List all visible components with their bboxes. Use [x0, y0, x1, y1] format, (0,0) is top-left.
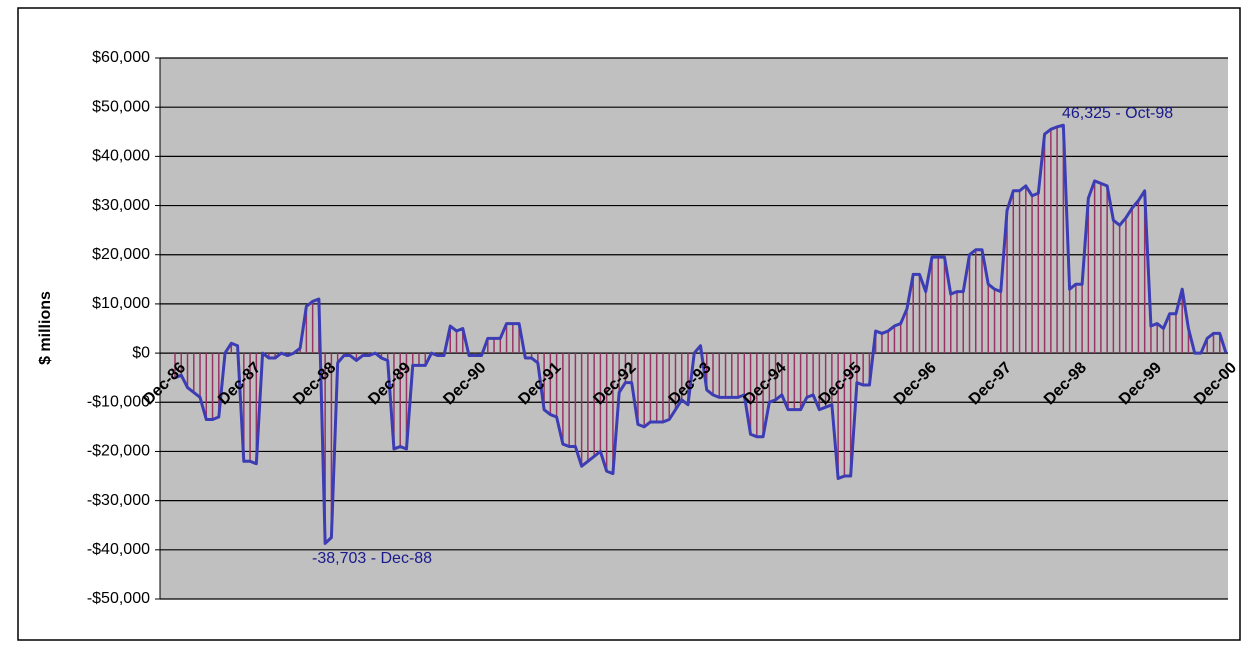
y-tick-label: -$40,000 [87, 541, 150, 558]
annotation: 46,325 - Oct-98 [1062, 105, 1173, 122]
y-tick-label: $60,000 [92, 49, 150, 66]
plot-area [160, 58, 1228, 599]
data-line [174, 123, 1228, 545]
y-tick-label: -$50,000 [87, 590, 150, 607]
annotation: -38,703 - Dec-88 [312, 550, 432, 567]
y-tick-label: -$30,000 [87, 492, 150, 509]
y-tick-label: $10,000 [92, 295, 150, 312]
y-tick-label: $20,000 [92, 246, 150, 263]
y-tick-label: $0 [132, 344, 150, 361]
y-tick-label: -$10,000 [87, 393, 150, 410]
y-tick-label: $50,000 [92, 98, 150, 115]
y-tick-label: $40,000 [92, 148, 150, 165]
y-tick-label: $30,000 [92, 197, 150, 214]
y-tick-label: -$20,000 [87, 443, 150, 460]
y-axis-label: $ millions [37, 291, 54, 365]
